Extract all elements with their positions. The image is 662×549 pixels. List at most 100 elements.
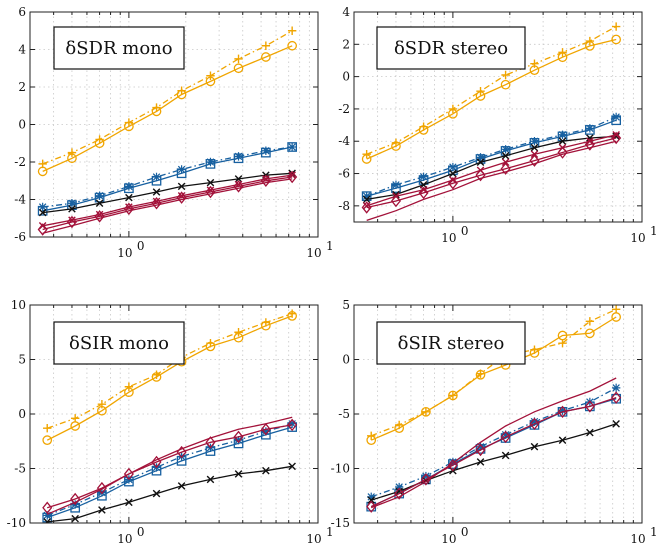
marker-asterisk bbox=[287, 419, 297, 429]
y-tick-label: 6 bbox=[18, 5, 26, 19]
marker-x bbox=[98, 506, 106, 514]
x-tick-exponent: 1 bbox=[326, 525, 334, 539]
x-tick-exponent: 0 bbox=[137, 239, 145, 253]
marker-asterisk bbox=[501, 145, 510, 154]
panel-2: -8 -6 -4 -2 0 2 4 10 0 10 1 δSDR stereo bbox=[338, 5, 657, 245]
marker-diamond bbox=[96, 481, 107, 495]
marker-circle bbox=[475, 91, 486, 101]
series-line-red bbox=[42, 174, 293, 227]
series-line-yellow bbox=[46, 315, 293, 441]
panel-label: δSDR stereo bbox=[394, 38, 508, 59]
marker-asterisk bbox=[43, 511, 52, 520]
marker-x bbox=[262, 466, 270, 475]
marker-x bbox=[125, 193, 133, 202]
panel-label: δSIR stereo bbox=[398, 333, 505, 354]
marker-asterisk bbox=[234, 152, 243, 161]
marker-diamond bbox=[205, 436, 216, 449]
marker-diamond bbox=[287, 170, 298, 184]
marker-square bbox=[391, 183, 401, 193]
marker-diamond bbox=[233, 430, 244, 444]
marker-plus bbox=[585, 317, 595, 326]
marker-x bbox=[476, 458, 485, 466]
y-tick-label: -10 bbox=[331, 462, 350, 476]
marker-diamond bbox=[584, 138, 595, 151]
marker-x bbox=[362, 202, 371, 210]
marker-diamond bbox=[260, 423, 271, 436]
marker-circle bbox=[205, 341, 216, 352]
x-tick-label: 10 bbox=[117, 532, 132, 546]
marker-diamond bbox=[94, 210, 105, 223]
marker-square bbox=[287, 142, 298, 152]
series-line-yellow bbox=[370, 316, 617, 441]
marker-asterisk bbox=[530, 137, 539, 146]
marker-square bbox=[233, 153, 244, 164]
y-tick-label: -6 bbox=[14, 230, 26, 244]
marker-diamond bbox=[557, 405, 568, 419]
marker-diamond bbox=[475, 168, 486, 182]
marker-diamond bbox=[557, 146, 568, 159]
marker-diamond bbox=[529, 154, 540, 167]
panel-label-box bbox=[376, 321, 526, 365]
marker-x bbox=[367, 496, 376, 504]
y-tick-label: 0 bbox=[18, 118, 26, 132]
marker-plus bbox=[261, 41, 271, 50]
marker-x bbox=[206, 178, 215, 187]
series-line-yellow bbox=[366, 25, 617, 155]
marker-circle bbox=[97, 405, 107, 416]
y-tick-label: -5 bbox=[338, 407, 350, 421]
marker-diamond bbox=[611, 131, 622, 145]
marker-circle bbox=[529, 348, 540, 358]
marker-square bbox=[611, 115, 622, 126]
marker-diamond bbox=[42, 501, 53, 514]
marker-x bbox=[43, 518, 52, 523]
marker-asterisk bbox=[501, 430, 510, 439]
panel-1: -6 -4 -2 0 2 4 6 10 0 10 1 δSDR mono bbox=[14, 5, 333, 260]
marker-x bbox=[395, 487, 403, 496]
x-tick-label: 10 bbox=[117, 246, 132, 260]
marker-x bbox=[530, 442, 539, 451]
marker-square bbox=[176, 168, 187, 179]
series-line-red bbox=[370, 377, 617, 509]
marker-x bbox=[558, 436, 567, 444]
marker-x bbox=[530, 150, 539, 158]
marker-x bbox=[177, 482, 186, 490]
marker-circle bbox=[557, 330, 568, 341]
y-tick-label: -10 bbox=[7, 516, 26, 530]
series-line-blue bbox=[366, 116, 617, 197]
marker-diamond bbox=[420, 473, 431, 486]
panel-label-box bbox=[53, 26, 185, 70]
marker-diamond bbox=[260, 174, 271, 187]
marker-circle bbox=[391, 141, 401, 151]
marker-plus bbox=[43, 423, 52, 433]
panel-4: -15 -10 -5 0 5 10 0 10 1 δSIR stereo bbox=[331, 298, 658, 546]
marker-circle bbox=[287, 311, 298, 321]
marker-diamond bbox=[611, 391, 622, 404]
marker-circle bbox=[611, 312, 622, 322]
marker-diamond bbox=[37, 223, 48, 236]
series-line-blue bbox=[46, 426, 293, 519]
series-line-blue bbox=[42, 146, 293, 208]
marker-x bbox=[95, 199, 104, 208]
marker-square bbox=[151, 175, 162, 186]
marker-diamond bbox=[70, 492, 81, 506]
marker-x bbox=[288, 462, 296, 471]
marker-asterisk bbox=[530, 417, 539, 426]
marker-asterisk bbox=[67, 199, 77, 208]
series-line-blue bbox=[46, 423, 293, 517]
series-line-red bbox=[47, 424, 293, 509]
marker-circle bbox=[124, 387, 134, 398]
series-line-black bbox=[366, 135, 617, 201]
y-tick-label: -2 bbox=[338, 102, 350, 116]
marker-square bbox=[585, 125, 595, 135]
marker-x bbox=[234, 470, 243, 478]
series-line-red bbox=[366, 140, 617, 222]
marker-circle bbox=[361, 154, 372, 164]
marker-diamond bbox=[447, 176, 458, 190]
marker-circle bbox=[448, 390, 458, 401]
series-line-blue bbox=[366, 119, 617, 197]
marker-plus bbox=[501, 70, 510, 80]
x-tick-label: 10 bbox=[441, 231, 456, 245]
marker-asterisk bbox=[95, 191, 104, 200]
series-line-red bbox=[366, 137, 617, 209]
marker-x bbox=[586, 428, 594, 437]
